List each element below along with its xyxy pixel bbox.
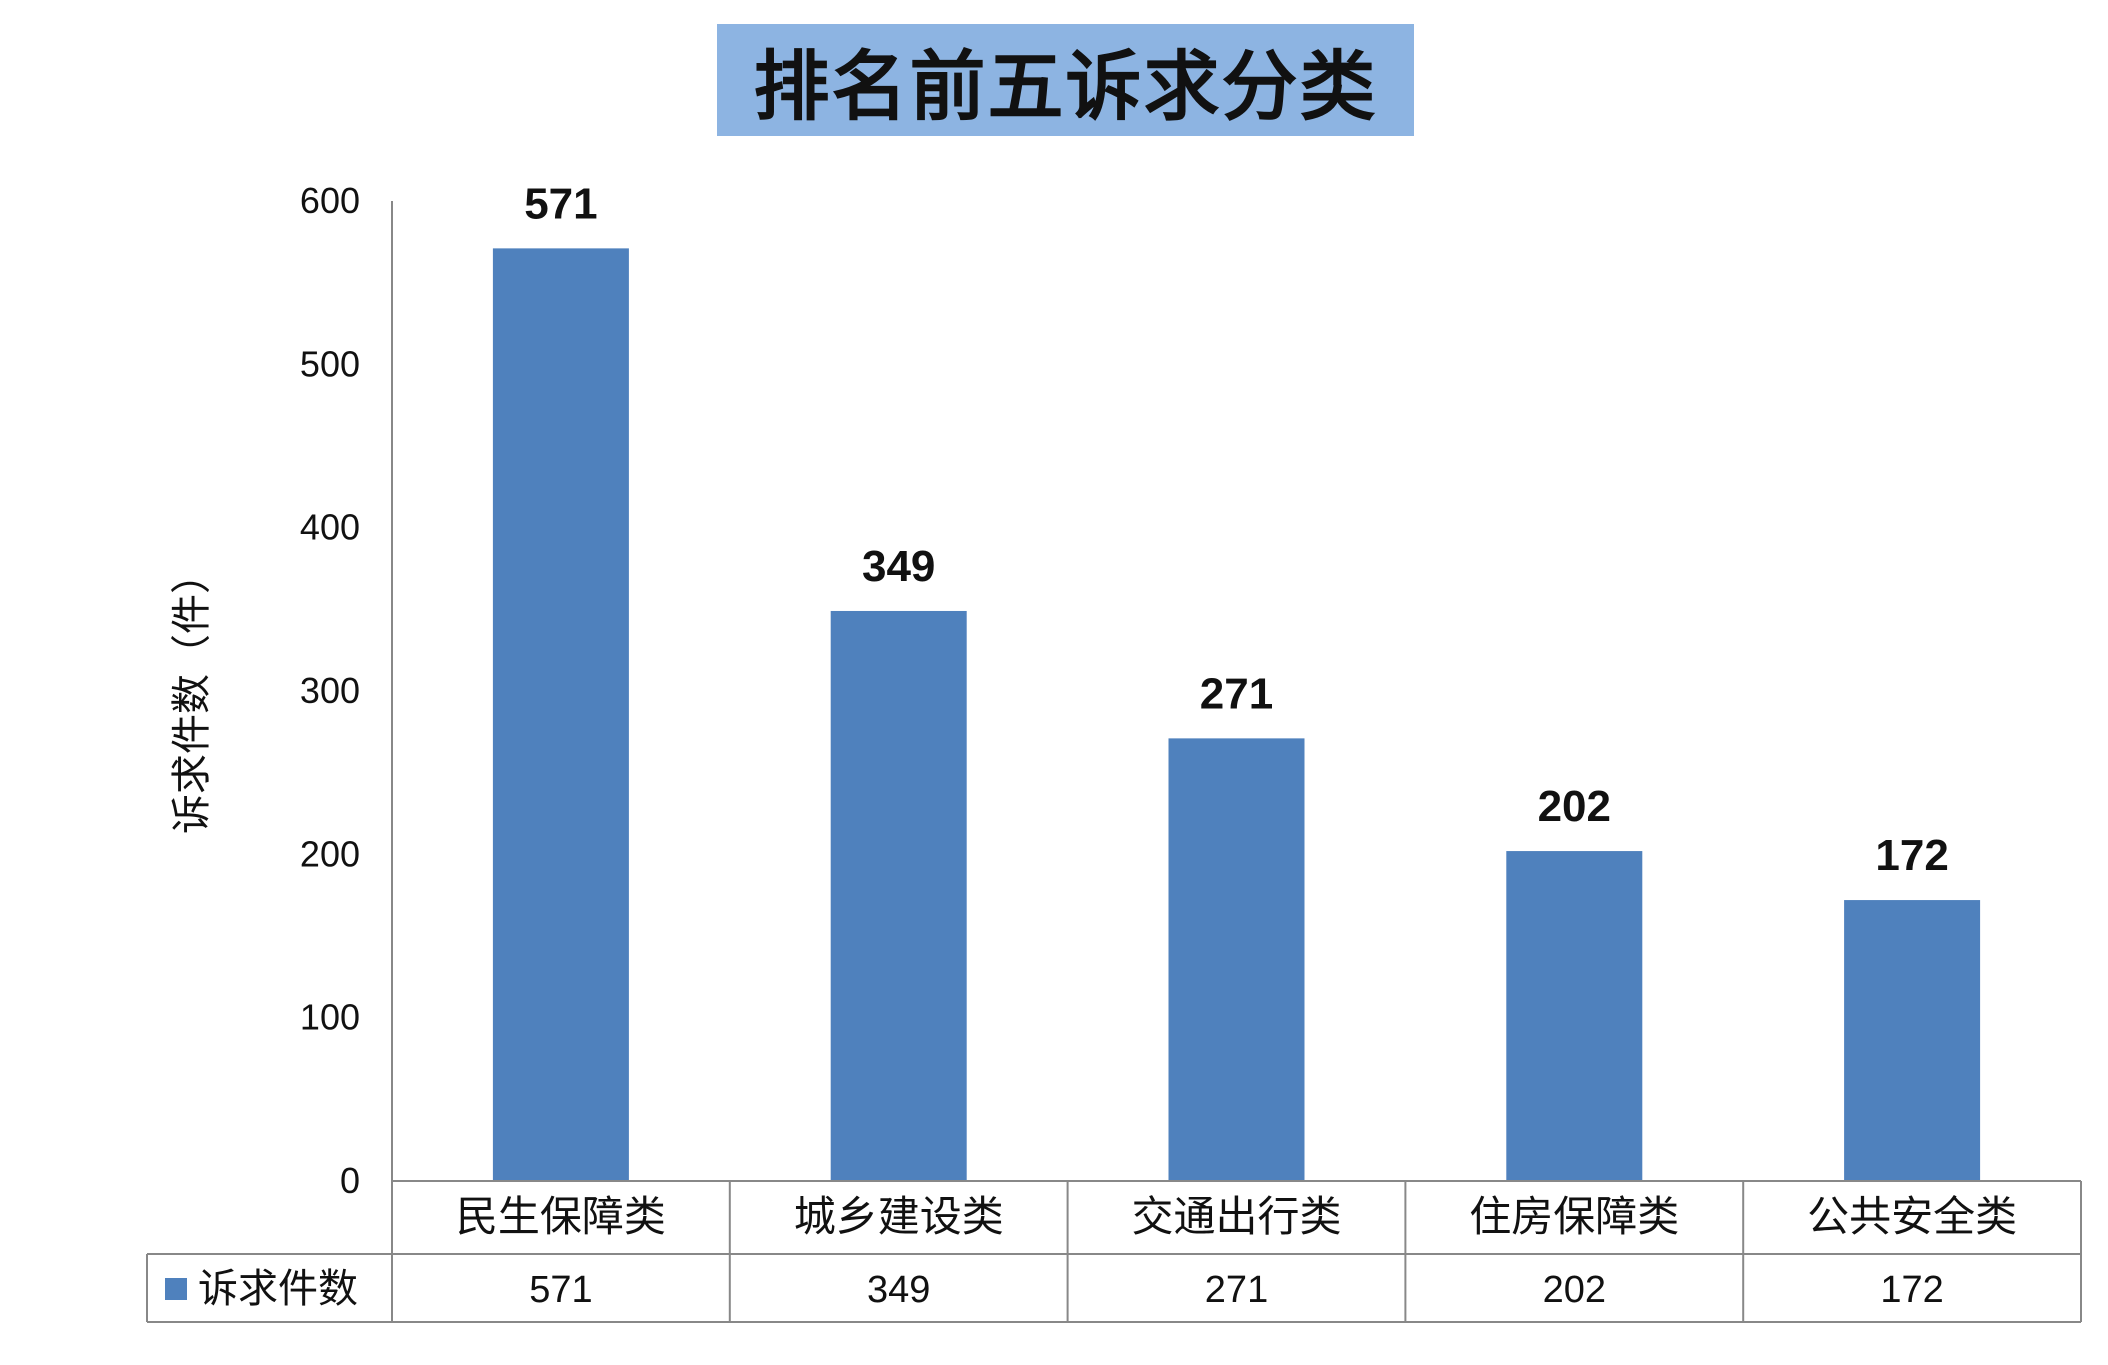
data-label: 571 xyxy=(524,179,597,228)
bar xyxy=(830,610,967,1181)
y-tick-label: 0 xyxy=(340,1160,360,1201)
data-label: 271 xyxy=(1200,669,1273,718)
x-category-label: 城乡建设类 xyxy=(794,1192,1004,1241)
bar xyxy=(1168,738,1305,1181)
x-category-label: 住房保障类 xyxy=(1469,1192,1679,1241)
table-value-cell: 571 xyxy=(529,1269,592,1311)
table-value-cell: 349 xyxy=(867,1269,930,1311)
data-label: 202 xyxy=(1538,782,1611,831)
y-tick-label: 400 xyxy=(300,507,360,548)
bar xyxy=(492,248,629,1181)
legend-swatch xyxy=(165,1278,187,1300)
y-tick-label: 600 xyxy=(300,180,360,221)
x-category-label: 民生保障类 xyxy=(456,1192,666,1241)
table-value-cell: 172 xyxy=(1880,1269,1943,1311)
y-tick-label: 100 xyxy=(300,997,360,1038)
y-axis-label: 诉求件数（件） xyxy=(169,554,215,834)
table-value-cell: 271 xyxy=(1205,1269,1268,1311)
bar xyxy=(1844,900,1981,1181)
legend-label: 诉求件数 xyxy=(198,1266,358,1312)
x-category-label: 公共安全类 xyxy=(1807,1192,2017,1241)
y-tick-label: 500 xyxy=(300,343,360,384)
y-tick-label: 200 xyxy=(300,833,360,874)
y-tick-label: 300 xyxy=(300,670,360,711)
data-label: 172 xyxy=(1875,831,1948,880)
table-value-cell: 202 xyxy=(1543,1269,1606,1311)
chart-title: 排名前五诉求分类 xyxy=(717,24,1414,136)
bar xyxy=(1506,851,1643,1181)
data-label: 349 xyxy=(862,542,935,591)
x-category-label: 交通出行类 xyxy=(1131,1192,1341,1241)
